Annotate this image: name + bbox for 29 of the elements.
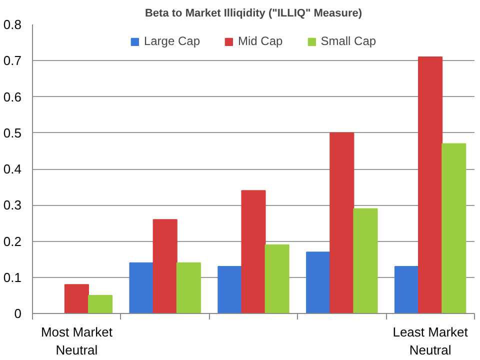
legend-label: Large Cap <box>144 34 200 48</box>
bar <box>218 266 242 314</box>
y-tick-label: 0.6 <box>3 89 22 104</box>
x-tick-label: Most Market Neutral <box>40 324 113 358</box>
y-tick-label: 0.2 <box>3 234 22 249</box>
y-tick-label: 0.4 <box>3 162 22 176</box>
chart-title: Beta to Market Illiqidity ("ILLIQ" Measure) <box>144 8 362 20</box>
y-tick-label: 0 <box>14 306 22 321</box>
y-tick-label: 0.3 <box>3 198 22 213</box>
y-tick-label: 0.5 <box>3 125 22 140</box>
bar <box>64 284 89 314</box>
bar <box>353 208 378 314</box>
bar <box>241 190 266 314</box>
bar <box>88 294 113 314</box>
bar <box>442 143 466 314</box>
bar <box>129 262 154 314</box>
x-tick-label: Least Market Neutral <box>392 324 468 358</box>
bar <box>176 262 201 314</box>
legend-label: Small Cap <box>320 34 376 48</box>
bar <box>394 266 420 314</box>
y-tick-label: 0.7 <box>3 53 22 68</box>
bar <box>418 56 443 314</box>
bar <box>306 252 331 314</box>
bar <box>152 219 178 314</box>
bar <box>264 244 290 314</box>
legend-label: Mid Cap <box>238 34 283 48</box>
y-tick-label: 0.8 <box>3 17 22 32</box>
y-tick-label: 0.1 <box>3 270 22 285</box>
bar <box>330 132 354 314</box>
